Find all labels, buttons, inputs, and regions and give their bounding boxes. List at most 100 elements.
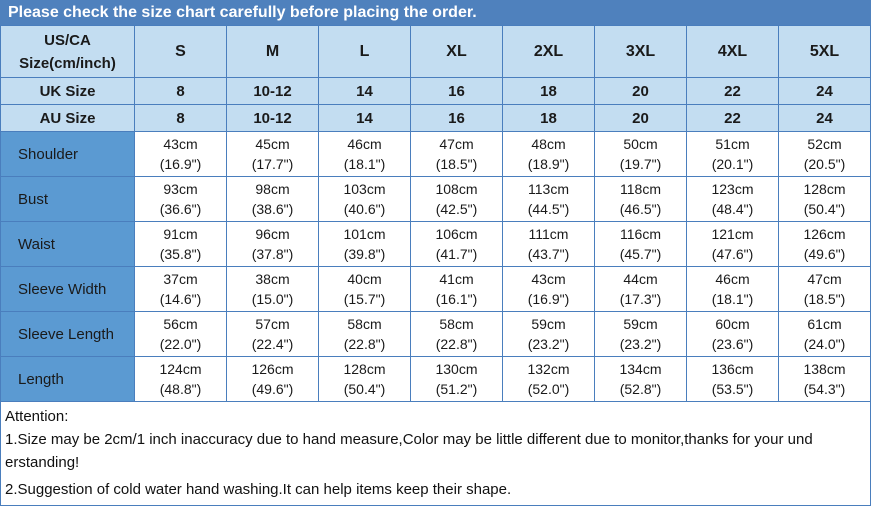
measurement-inch-value: (17.7") xyxy=(251,156,294,172)
measurement-cell: 126cm (49.6") xyxy=(778,221,871,267)
measurement-cell: 38cm (15.0") xyxy=(226,266,319,312)
size-column-header-3xl: 3XL xyxy=(594,25,687,78)
measurement-inch-value: (39.8") xyxy=(343,246,386,262)
uk-size-value-cell: 24 xyxy=(778,77,871,105)
uk-size-row: UK Size 8 10-12 14 16 18 20 22 24 xyxy=(0,77,871,105)
measurement-cell: 48cm (18.9") xyxy=(502,131,595,177)
measurement-inch-value: (18.9") xyxy=(527,156,570,172)
size-header-row: US/CA Size(cm/inch) S M L XL 2XL 3XL 4XL 5XL xyxy=(0,25,871,78)
measurement-cm-value: 61cm xyxy=(807,316,842,332)
au-size-value-cell: 16 xyxy=(410,104,503,132)
measurement-row-waist: Waist 91cm (35.8") 96cm (37.8") 101cm (39.8") 1… xyxy=(0,221,871,267)
measurement-inch-value: (18.1") xyxy=(711,291,754,307)
measurement-cm-value: 118cm xyxy=(620,181,661,197)
corner-line-2: Size(cm/inch) xyxy=(19,54,116,72)
measurement-cell: 57cm (22.4") xyxy=(226,311,319,357)
measurement-cell: 123cm (48.4") xyxy=(686,176,779,222)
measurement-cm-value: 57cm xyxy=(255,316,290,332)
measurement-inch-value: (42.5") xyxy=(435,201,478,217)
measurement-cell: 45cm (17.7") xyxy=(226,131,319,177)
measurement-cm-value: 138cm xyxy=(803,361,846,377)
au-size-value-cell: 10-12 xyxy=(226,104,319,132)
size-column-header-s: S xyxy=(134,25,227,78)
measurement-inch-value: (41.7") xyxy=(435,246,478,262)
au-size-value-cell: 24 xyxy=(778,104,871,132)
uk-size-value-cell: 14 xyxy=(318,77,411,105)
measurement-cm-value: 51cm xyxy=(715,136,750,152)
measurement-cm-value: 126cm xyxy=(251,361,294,377)
measurement-cell: 132cm (52.0") xyxy=(502,356,595,402)
measurement-inch-value: (18.5") xyxy=(435,156,478,172)
measurement-label-waist: Waist xyxy=(0,221,135,267)
measurement-inch-value: (22.0") xyxy=(159,336,202,352)
measurement-cell: 138cm (54.3") xyxy=(778,356,871,402)
size-column-header-m: M xyxy=(226,25,319,78)
measurement-cell: 52cm (20.5") xyxy=(778,131,871,177)
measurement-inch-value: (49.6") xyxy=(803,246,846,262)
measurement-inch-value: (16.1") xyxy=(435,291,478,307)
measurement-cm-value: 43cm xyxy=(163,136,198,152)
measurement-inch-value: (18.1") xyxy=(343,156,386,172)
measurement-cm-value: 106cm xyxy=(435,226,478,242)
measurement-cell: 58cm (22.8") xyxy=(318,311,411,357)
measurement-cell: 59cm (23.2") xyxy=(594,311,687,357)
uk-size-row-label: UK Size xyxy=(0,77,135,105)
measurement-inch-value: (16.9") xyxy=(527,291,570,307)
measurement-cm-value: 128cm xyxy=(343,361,386,377)
measurement-cm-value: 58cm xyxy=(439,316,474,332)
measurement-cm-value: 38cm xyxy=(255,271,290,287)
measurement-cm-value: 96cm xyxy=(255,226,290,242)
measurement-cell: 91cm (35.8") xyxy=(134,221,227,267)
measurement-inch-value: (17.3") xyxy=(619,291,662,307)
measurement-inch-value: (23.6") xyxy=(711,336,754,352)
measurement-cm-value: 45cm xyxy=(255,136,290,152)
measurement-cell: 101cm (39.8") xyxy=(318,221,411,267)
measurement-inch-value: (22.4") xyxy=(251,336,294,352)
measurement-cm-value: 101cm xyxy=(343,226,386,242)
measurement-cell: 37cm (14.6") xyxy=(134,266,227,312)
attention-line-3: 2.Suggestion of cold water hand washing.… xyxy=(5,481,512,498)
measurement-inch-value: (20.1") xyxy=(711,156,754,172)
uk-size-value-cell: 8 xyxy=(134,77,227,105)
measurement-inch-value: (52.8") xyxy=(619,381,662,397)
measurement-inch-value: (15.0") xyxy=(251,291,294,307)
measurement-inch-value: (24.0") xyxy=(803,336,846,352)
uk-size-value-cell: 18 xyxy=(502,77,595,105)
measurement-cell: 56cm (22.0") xyxy=(134,311,227,357)
size-column-header-xl: XL xyxy=(410,25,503,78)
measurement-cell: 130cm (51.2") xyxy=(410,356,503,402)
measurement-cell: 46cm (18.1") xyxy=(686,266,779,312)
measurement-cm-value: 134cm xyxy=(619,361,662,377)
attention-title: Attention: xyxy=(5,408,69,425)
au-size-value-cell: 8 xyxy=(134,104,227,132)
size-column-header-4xl: 4XL xyxy=(686,25,779,78)
measurement-cm-value: 48cm xyxy=(531,136,566,152)
measurement-cell: 44cm (17.3") xyxy=(594,266,687,312)
measurement-cm-value: 111cm xyxy=(528,226,569,242)
size-column-header-5xl: 5XL xyxy=(778,25,871,78)
measurement-cell: 41cm (16.1") xyxy=(410,266,503,312)
measurement-cm-value: 126cm xyxy=(803,226,846,242)
measurement-inch-value: (47.6") xyxy=(711,246,754,262)
measurement-cell: 116cm (45.7") xyxy=(594,221,687,267)
measurement-inch-value: (15.7") xyxy=(343,291,386,307)
measurement-cm-value: 130cm xyxy=(435,361,478,377)
measurement-cell: 98cm (38.6") xyxy=(226,176,319,222)
measurement-row-sleeve-width: Sleeve Width 37cm (14.6") 38cm (15.0") 40cm (1… xyxy=(0,266,871,312)
measurement-inch-value: (20.5") xyxy=(803,156,846,172)
measurement-inch-value: (37.8") xyxy=(251,246,294,262)
measurement-inch-value: (52.0") xyxy=(527,381,570,397)
measurement-cell: 46cm (18.1") xyxy=(318,131,411,177)
measurement-label-shoulder: Shoulder xyxy=(0,131,135,177)
measurement-inch-value: (22.8") xyxy=(343,336,386,352)
measurement-cm-value: 46cm xyxy=(715,271,750,287)
measurement-cell: 126cm (49.6") xyxy=(226,356,319,402)
measurement-cell: 128cm (50.4") xyxy=(778,176,871,222)
measurement-cell: 43cm (16.9") xyxy=(134,131,227,177)
measurement-inch-value: (46.5") xyxy=(619,201,662,217)
measurement-cm-value: 58cm xyxy=(347,316,382,332)
measurement-cell: 108cm (42.5") xyxy=(410,176,503,222)
measurement-cell: 61cm (24.0") xyxy=(778,311,871,357)
measurement-cm-value: 47cm xyxy=(439,136,474,152)
measurement-inch-value: (51.2") xyxy=(435,381,478,397)
